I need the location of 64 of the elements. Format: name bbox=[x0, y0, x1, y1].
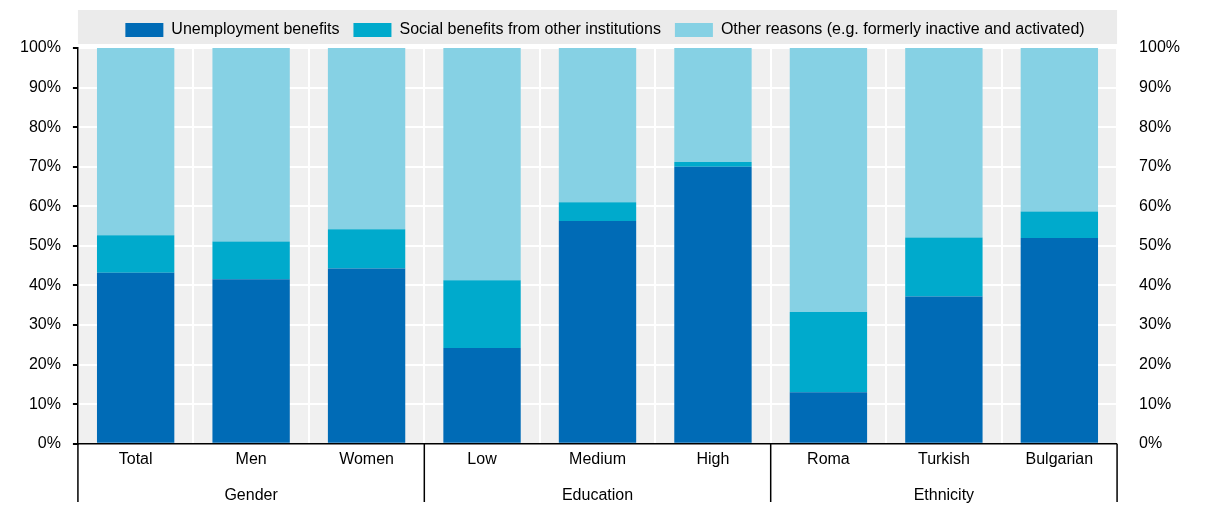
bar bbox=[443, 48, 521, 281]
bar bbox=[327, 229, 406, 269]
x-tick-label: Roma bbox=[807, 449, 850, 467]
bar bbox=[443, 280, 521, 349]
text: Ethnicity bbox=[913, 486, 975, 504]
x-tick-label: Bulgarian bbox=[1025, 449, 1094, 467]
y2-tick-label: 30% bbox=[1139, 315, 1172, 333]
y2-tick-label: 50% bbox=[1139, 236, 1172, 254]
x-tick-label: Men bbox=[235, 449, 267, 467]
bar bbox=[327, 268, 406, 443]
y-tick-label: 50% bbox=[28, 236, 61, 254]
x-tick-label: Total bbox=[118, 449, 153, 467]
bar bbox=[1020, 211, 1099, 238]
bar bbox=[1020, 237, 1099, 443]
bar bbox=[212, 279, 290, 443]
bar bbox=[905, 296, 983, 443]
y2-tick-label: 80% bbox=[1139, 117, 1172, 135]
bar bbox=[789, 312, 868, 393]
y-tick-label: 80% bbox=[28, 117, 61, 135]
y-tick-label: 10% bbox=[28, 394, 61, 412]
bar bbox=[674, 166, 752, 443]
y2-tick-label: 10% bbox=[1139, 394, 1172, 412]
bar bbox=[96, 272, 175, 443]
bar bbox=[905, 237, 983, 297]
y-tick-label: 90% bbox=[28, 77, 61, 95]
legend-label: Other reasons (e.g. formerly inactive and activated) bbox=[720, 20, 1085, 38]
bar bbox=[789, 48, 868, 312]
legend-label: Social benefits from other institutions bbox=[399, 20, 661, 38]
bar bbox=[789, 392, 868, 443]
text: Education bbox=[561, 486, 634, 504]
bar bbox=[327, 48, 406, 230]
y-tick-label: 0% bbox=[37, 434, 61, 452]
y-tick-label: 100% bbox=[20, 38, 61, 56]
bar bbox=[558, 220, 637, 443]
bar bbox=[1020, 48, 1099, 212]
y-tick-label: 40% bbox=[28, 275, 61, 293]
y2-tick-label: 60% bbox=[1139, 196, 1172, 214]
bar bbox=[558, 202, 637, 221]
x-tick-label: Low bbox=[467, 449, 498, 467]
text: Gender bbox=[224, 486, 279, 504]
y-tick-label: 20% bbox=[28, 355, 61, 373]
y-tick-label: 70% bbox=[28, 157, 61, 175]
x-tick-label: Turkish bbox=[917, 449, 970, 467]
legend-label: Unemployment benefits bbox=[171, 20, 340, 38]
bar bbox=[96, 235, 175, 273]
y2-tick-label: 0% bbox=[1139, 434, 1163, 452]
x-tick-label: High bbox=[696, 449, 730, 467]
y-tick-label: 60% bbox=[28, 196, 61, 214]
bar bbox=[674, 161, 752, 167]
bar bbox=[96, 48, 175, 236]
y2-tick-label: 20% bbox=[1139, 355, 1172, 373]
x-tick-label: Medium bbox=[569, 449, 626, 467]
bar bbox=[558, 48, 637, 203]
bar bbox=[212, 48, 290, 242]
bar bbox=[674, 48, 752, 162]
y2-tick-label: 40% bbox=[1139, 275, 1172, 293]
bar bbox=[212, 241, 290, 280]
y2-tick-label: 100% bbox=[1139, 38, 1180, 56]
y2-tick-label: 90% bbox=[1139, 77, 1172, 95]
y-tick-label: 30% bbox=[28, 315, 61, 333]
x-tick-label: Women bbox=[339, 449, 394, 467]
y2-tick-label: 70% bbox=[1139, 157, 1172, 175]
bar bbox=[443, 348, 521, 443]
bar bbox=[905, 48, 983, 238]
